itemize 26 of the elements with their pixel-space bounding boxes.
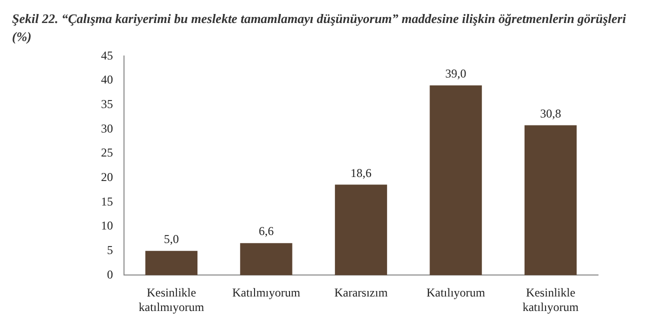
data-label: 39,0: [445, 66, 466, 81]
bar: [145, 250, 198, 276]
y-tick-label: 40: [101, 72, 113, 87]
y-tick-label: 35: [101, 97, 113, 112]
data-label: 18,6: [350, 166, 372, 180]
x-tick-label: Katılmıyorum: [232, 286, 301, 300]
data-label: 6,6: [258, 224, 274, 238]
data-label: 30,8: [540, 106, 562, 120]
y-tick-label: 15: [101, 194, 113, 208]
y-tick-label: 20: [101, 170, 113, 184]
x-tick-label: Kesinlikle katılmıyorum: [138, 286, 205, 314]
bar: [524, 125, 577, 276]
x-tick-label: Kesinlikle katılıyorum: [522, 286, 580, 314]
bar: [334, 184, 388, 276]
y-tick-label: 30: [101, 121, 113, 136]
chart-title: Şekil 22. “Çalışma kariyerimi bu meslekte tamamlamayı düşünüyorum” maddesine ilişkin öğretmenlerin görüşleri (%): [11, 10, 627, 46]
x-tick-label: Katılıyorum: [426, 286, 486, 300]
y-tick-label: 0: [107, 267, 113, 282]
y-tick-label: 5: [107, 243, 113, 258]
bar: [240, 243, 292, 276]
data-label: 5,0: [164, 232, 179, 246]
x-tick-label: Kararsızım: [334, 286, 388, 300]
y-tick-label: 10: [101, 218, 113, 233]
y-tick-label: 45: [101, 48, 113, 62]
y-tick-label: 25: [101, 146, 113, 160]
bar: [430, 85, 482, 276]
